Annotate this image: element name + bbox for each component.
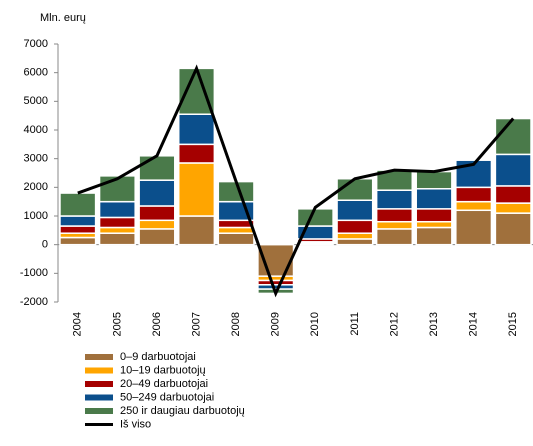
- bar: [494, 202, 532, 214]
- total-line: [77, 64, 515, 298]
- bar: [217, 226, 255, 234]
- x-tick-label: 2005: [111, 312, 123, 336]
- bar: [455, 209, 493, 246]
- legend-label: 20–49 darbuotojai: [120, 378, 208, 390]
- legend-label: 0–9 darbuotojai: [120, 351, 196, 363]
- bar: [59, 215, 97, 227]
- bar: [494, 117, 532, 156]
- x-tick-label: 2004: [72, 312, 84, 336]
- bar: [177, 162, 216, 217]
- bar: [375, 228, 414, 246]
- legend-swatch: [85, 354, 113, 360]
- bar: [59, 236, 97, 246]
- bar: [494, 153, 532, 187]
- y-tick-label: 7000: [24, 38, 48, 50]
- bar: [336, 219, 374, 234]
- y-tick-label: 0: [42, 239, 48, 251]
- bar: [177, 113, 216, 146]
- bar: [138, 228, 176, 246]
- y-tick-label: 3000: [24, 153, 48, 165]
- bar: [415, 170, 453, 190]
- x-tick-label: 2008: [230, 312, 242, 336]
- bar: [375, 220, 414, 230]
- y-tick-label: 1000: [24, 210, 48, 222]
- bar: [375, 189, 414, 210]
- bar: [455, 157, 493, 161]
- y-axis-label: Mln. eurų: [40, 12, 86, 24]
- bar: [177, 143, 216, 164]
- bar: [336, 238, 374, 246]
- legend-label: 250 ir daugiau darbuotojų: [120, 405, 245, 417]
- bar: [494, 185, 532, 204]
- bar: [138, 155, 176, 181]
- x-tick-label: 2010: [309, 312, 321, 336]
- y-tick-label: 4000: [24, 124, 48, 136]
- x-tick-label: 2013: [428, 312, 440, 336]
- legend-swatch: [85, 367, 113, 374]
- bar: [415, 220, 453, 229]
- x-tick-label: 2009: [270, 312, 282, 336]
- y-tick-label: -1000: [20, 267, 48, 279]
- bar: [415, 188, 453, 210]
- bar: [138, 219, 176, 230]
- bar: [98, 226, 136, 234]
- bar: [296, 208, 334, 227]
- bar: [415, 208, 453, 223]
- bar: [217, 232, 255, 246]
- x-tick-label: 2011: [349, 312, 361, 336]
- bar: [217, 219, 255, 229]
- bar: [494, 212, 532, 246]
- bar: [98, 200, 136, 219]
- legend-swatch: [85, 394, 113, 401]
- bar: [455, 186, 493, 203]
- legend-swatch: [85, 408, 113, 414]
- bar: [336, 232, 374, 240]
- bar: [59, 192, 97, 217]
- bar: [415, 226, 453, 246]
- x-tick-label: 2015: [507, 312, 519, 336]
- y-tick-label: 2000: [24, 181, 48, 193]
- legend-label: Iš viso: [120, 418, 151, 430]
- bar: [455, 200, 493, 212]
- x-tick-label: 2007: [190, 312, 202, 336]
- x-tick-label: 2014: [468, 312, 480, 336]
- y-tick-label: 5000: [24, 95, 48, 107]
- x-tick-label: 2006: [151, 312, 163, 336]
- bar: [375, 208, 414, 223]
- bar: [177, 215, 216, 246]
- bar: [138, 205, 176, 222]
- y-tick-label: -2000: [20, 296, 48, 308]
- legend-label: 10–19 darbuotojų: [120, 364, 206, 376]
- bar: [138, 179, 176, 207]
- x-tick-label: 2012: [388, 312, 400, 336]
- bar: [98, 216, 136, 229]
- bar: [336, 199, 374, 222]
- bar: [59, 225, 97, 234]
- legend-label: 50–249 darbuotojai: [120, 391, 214, 403]
- y-tick-label: 6000: [24, 67, 48, 79]
- legend-swatch: [85, 381, 113, 387]
- bar: [98, 232, 136, 246]
